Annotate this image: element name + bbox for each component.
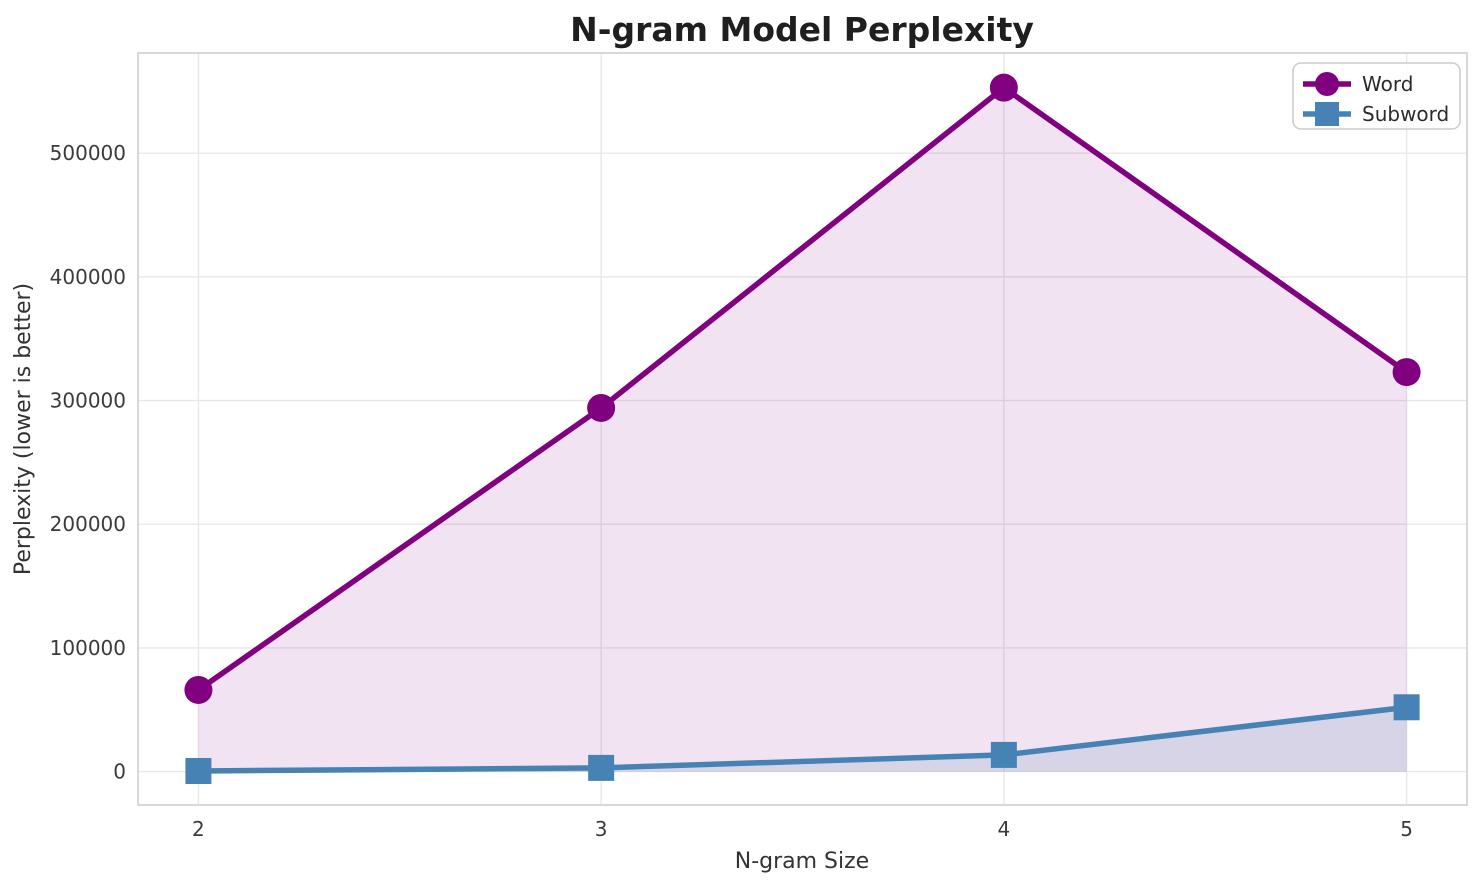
marker-layer [184,73,1421,784]
y-tick-label: 500000 [50,141,126,165]
data-point-subword [588,754,615,781]
legend-marker-word-circle-icon [1315,72,1339,96]
data-point-subword [1393,694,1420,721]
fill-layer [198,87,1407,772]
legend-item-word: Word [1303,72,1413,96]
plot-area [138,53,1467,805]
chart-title: N-gram Model Perplexity [570,10,1034,49]
x-tick-label: 2 [192,817,205,841]
grid-layer [138,53,1467,805]
legend-label-subword: Subword [1362,102,1449,126]
data-point-subword [185,757,212,784]
series-fill-subword [198,707,1407,772]
x-tick-label: 3 [595,817,608,841]
axes-spines [137,52,1468,806]
data-point-word [1392,358,1421,387]
x-tick-label: 5 [1400,817,1413,841]
series-line-word [195,84,1410,693]
series-line-subword [195,704,1410,774]
y-tick-label: 0 [113,760,126,784]
data-point-word [184,675,213,704]
legend: Word Subword [1292,62,1461,130]
x-tick-labels: 2 3 4 5 [192,817,1413,841]
x-tick-label: 4 [997,817,1010,841]
x-axis-label: N-gram Size [735,849,869,874]
y-tick-label: 400000 [50,265,126,289]
legend-marker-subword-square-icon [1315,102,1339,126]
legend-label-word: Word [1362,72,1413,96]
series-fill-word [198,87,1407,772]
y-tick-label: 300000 [50,389,126,413]
data-point-word [989,73,1018,102]
y-tick-labels: 0 100000 200000 300000 400000 500000 [50,141,126,783]
y-axis-label: Perplexity (lower is better) [11,283,36,575]
y-tick-label: 100000 [50,636,126,660]
legend-item-subword: Subword [1303,102,1449,126]
y-tick-label: 200000 [50,512,126,536]
data-point-word [587,393,616,422]
line-layer [195,84,1410,774]
data-point-subword [990,741,1017,768]
